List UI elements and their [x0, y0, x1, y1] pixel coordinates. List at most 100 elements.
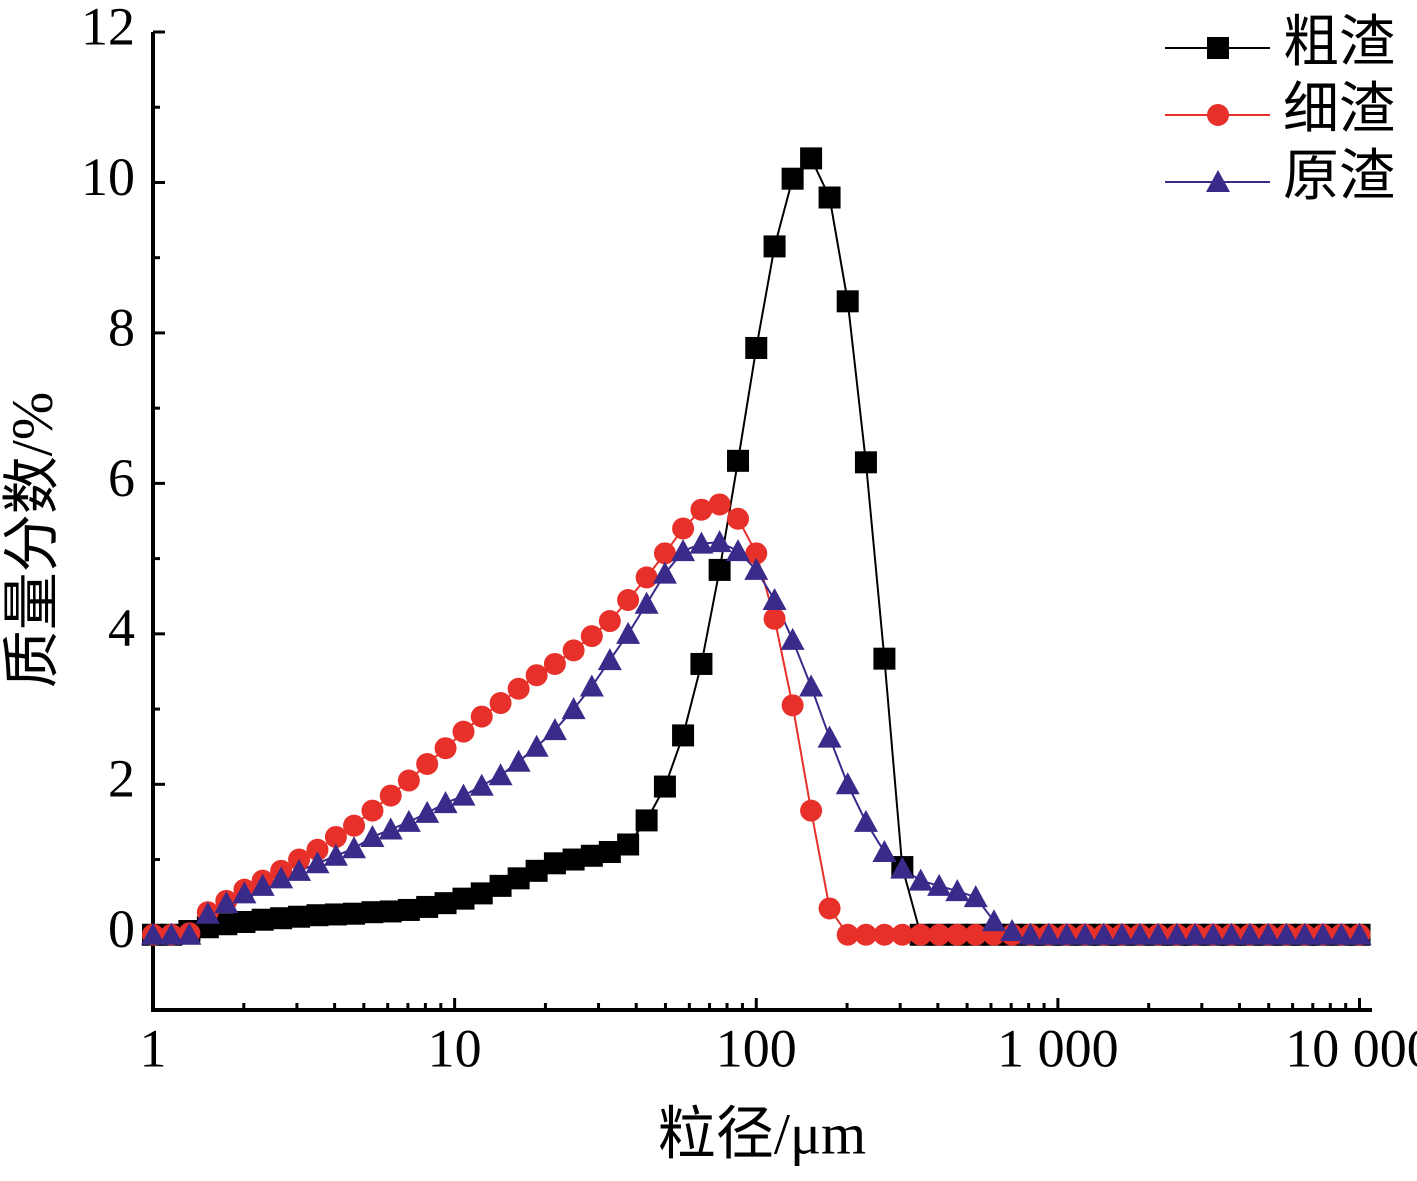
marker	[744, 557, 769, 580]
marker	[873, 647, 896, 670]
marker	[525, 859, 548, 882]
marker	[708, 493, 731, 516]
marker	[835, 772, 860, 795]
marker	[379, 784, 402, 807]
y-tick-label: 6	[108, 448, 135, 508]
marker	[141, 922, 165, 945]
marker	[434, 737, 457, 760]
marker	[635, 566, 658, 589]
marker	[818, 897, 841, 920]
marker	[836, 923, 859, 946]
marker	[451, 783, 476, 806]
marker	[232, 881, 257, 904]
marker	[378, 817, 403, 840]
y-tick-label: 8	[108, 297, 135, 357]
x-tick-label: 100	[716, 1018, 797, 1078]
marker	[818, 186, 841, 209]
marker	[215, 913, 238, 936]
marker	[946, 923, 969, 946]
marker	[598, 841, 621, 864]
marker	[671, 539, 696, 562]
marker	[342, 836, 367, 859]
marker	[562, 848, 585, 871]
marker	[1329, 922, 1354, 945]
x-tick-label: 1 000	[997, 1018, 1119, 1078]
marker	[1237, 922, 1262, 945]
marker	[1036, 922, 1061, 945]
marker	[361, 901, 384, 924]
marker	[416, 895, 439, 918]
marker	[396, 809, 421, 832]
marker	[1207, 37, 1229, 59]
legend-label: 原渣	[1283, 146, 1395, 208]
marker	[817, 725, 842, 748]
marker	[963, 885, 988, 908]
marker	[908, 868, 933, 891]
marker	[1219, 922, 1244, 945]
marker	[324, 903, 347, 926]
marker	[543, 852, 566, 875]
marker	[416, 752, 439, 775]
marker	[306, 838, 329, 861]
marker	[287, 858, 312, 881]
marker	[598, 610, 621, 633]
marker	[1310, 922, 1335, 945]
marker	[1146, 922, 1171, 945]
marker	[672, 724, 695, 747]
marker	[580, 625, 603, 648]
marker	[672, 517, 695, 540]
marker	[470, 705, 493, 728]
marker	[361, 799, 384, 822]
marker	[452, 887, 475, 910]
marker	[379, 900, 402, 923]
marker	[397, 898, 420, 921]
marker	[1127, 922, 1152, 945]
marker	[306, 904, 329, 927]
x-tick-label: 1	[140, 1018, 167, 1078]
marker	[1256, 922, 1281, 945]
marker	[524, 734, 549, 757]
marker	[470, 882, 493, 905]
marker	[653, 775, 676, 798]
marker	[928, 923, 951, 946]
marker	[800, 799, 823, 822]
marker	[964, 923, 987, 946]
marker	[214, 891, 239, 914]
marker	[1201, 922, 1226, 945]
y-tick-label: 2	[108, 749, 135, 809]
marker	[343, 902, 366, 925]
marker	[543, 652, 566, 675]
marker	[799, 674, 824, 697]
marker	[415, 800, 440, 823]
marker	[707, 530, 732, 553]
marker	[727, 449, 750, 472]
marker	[1073, 922, 1098, 945]
x-tick-label: 10	[428, 1018, 482, 1078]
marker	[690, 652, 713, 675]
marker	[617, 833, 640, 856]
marker	[397, 769, 420, 792]
marker	[195, 901, 220, 924]
marker	[561, 697, 586, 720]
x-tick-label: 10 000	[1285, 1018, 1417, 1078]
marker	[781, 694, 804, 717]
legend-label: 细渣	[1283, 79, 1395, 141]
marker	[781, 167, 804, 190]
marker	[891, 923, 914, 946]
marker	[469, 773, 494, 796]
marker	[1091, 922, 1116, 945]
marker	[745, 542, 768, 565]
marker	[873, 923, 896, 946]
marker	[542, 718, 567, 741]
marker	[1054, 922, 1079, 945]
marker	[324, 825, 347, 848]
marker	[762, 587, 787, 610]
marker	[489, 692, 512, 715]
marker	[288, 905, 311, 928]
marker	[360, 824, 385, 847]
marker	[726, 539, 751, 562]
marker	[177, 922, 202, 945]
marker	[1109, 922, 1134, 945]
y-tick-label: 12	[81, 0, 135, 56]
marker	[233, 910, 256, 933]
